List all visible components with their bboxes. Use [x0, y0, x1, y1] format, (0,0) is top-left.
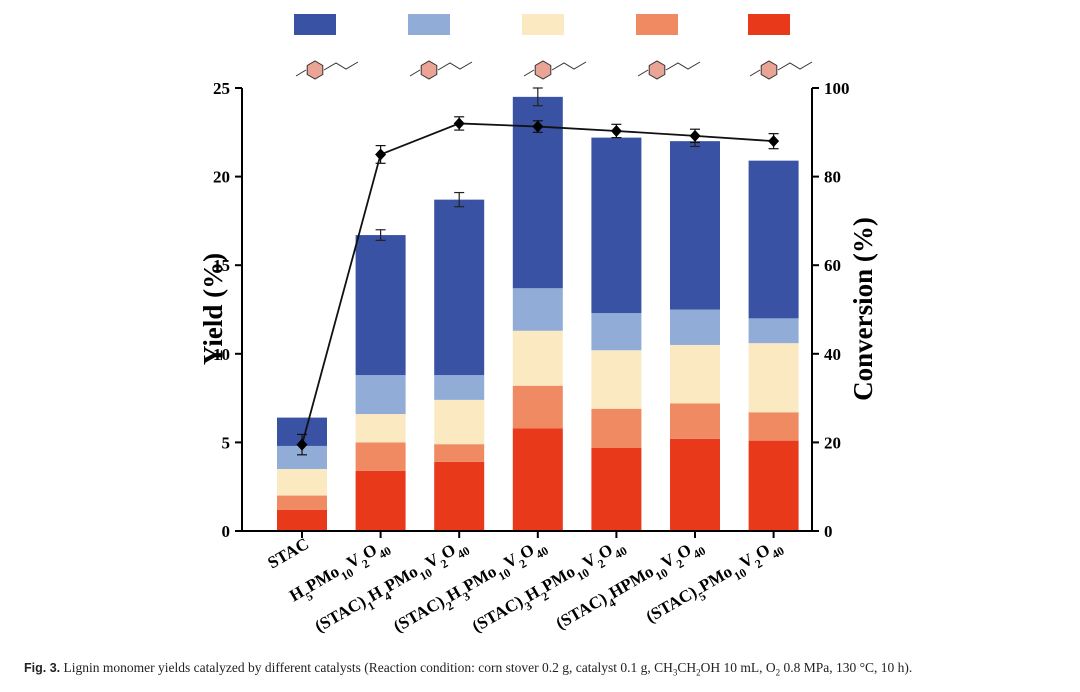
bar-segment-6-1: [670, 438, 720, 531]
bar-segment-7-4: [748, 318, 799, 344]
bar-segment-3-2: [434, 444, 485, 462]
structure-ring-icon: [648, 60, 666, 80]
bar-segment-6-3: [670, 344, 720, 404]
x-tick-label-5: (STAC)3H2PMo10V2O40: [469, 534, 630, 641]
structure-ring-icon: [306, 60, 324, 80]
structure-chain-icon: [437, 61, 473, 71]
bar-segment-7-1: [748, 440, 799, 531]
bar-segment-6-2: [670, 403, 720, 439]
bar-segment-4-4: [512, 288, 563, 331]
structure-chain-icon: [409, 69, 421, 77]
structure-chain-icon: [665, 61, 701, 71]
bar-segment-5-5: [591, 137, 642, 314]
bar-segment-1-4: [277, 445, 327, 469]
bar-segment-4-2: [512, 385, 563, 429]
y2-axis-title: Conversion (%): [848, 217, 878, 401]
structure-chain-icon: [637, 69, 649, 77]
structure-ring-icon: [760, 60, 778, 80]
caption-fig-label: Fig. 3.: [24, 661, 61, 675]
y2-tick-label: 100: [824, 79, 850, 98]
conversion-point-5: [610, 124, 622, 137]
y-tick-label: 25: [213, 79, 230, 98]
bar-segment-4-1: [512, 428, 563, 531]
conversion-point-3: [453, 117, 465, 130]
bar-segment-1-2: [277, 495, 327, 510]
legend-swatch-5: [748, 14, 790, 35]
bar-segment-1-1: [277, 509, 327, 531]
structure-chain-icon: [551, 61, 587, 71]
conversion-point-4: [532, 120, 544, 133]
caption-text: Lignin monomer yields catalyzed by diffe…: [60, 660, 913, 678]
structure-chain-icon: [777, 61, 813, 71]
legend-swatch-4: [636, 14, 678, 35]
bar-segment-3-3: [434, 399, 485, 445]
y2-tick-label: 60: [824, 256, 841, 275]
bar-segment-5-4: [591, 313, 642, 351]
bar-segment-7-5: [748, 160, 799, 319]
structure-chain-icon: [295, 69, 307, 77]
axes-frame: [241, 88, 813, 532]
x-tick-label-1: STAC: [264, 534, 312, 573]
bar-segment-7-3: [748, 343, 799, 413]
bar-segment-2-3: [355, 414, 406, 443]
bar-segment-2-5: [355, 235, 406, 376]
structure-chain-icon: [323, 61, 359, 71]
bar-segment-5-1: [591, 447, 642, 531]
x-tick-label-7: (STAC)5PMo10V2O40: [643, 534, 787, 632]
bar-segment-7-2: [748, 412, 799, 441]
bar-segment-6-4: [670, 309, 720, 345]
y2-tick-label: 40: [824, 345, 841, 364]
conversion-point-7: [768, 135, 780, 148]
bar-segment-3-4: [434, 375, 485, 400]
y-axis-title: Yield (%): [198, 253, 228, 365]
y-tick-label: 15: [213, 256, 230, 275]
y-tick-label: 5: [222, 433, 231, 452]
y-tick-label: 10: [213, 345, 230, 364]
y-tick-label: 20: [213, 168, 230, 187]
y2-tick-label: 80: [824, 168, 841, 187]
bar-segment-2-1: [355, 470, 406, 531]
bar-segment-2-2: [355, 442, 406, 471]
conversion-point-6: [689, 129, 701, 142]
conversion-point-1: [296, 438, 308, 451]
bar-segment-4-3: [512, 330, 563, 386]
bar-segment-3-5: [434, 199, 485, 376]
legend-swatch-1: [294, 14, 336, 35]
bar-segment-1-3: [277, 468, 327, 496]
structure-ring-icon: [420, 60, 438, 80]
chart: 0 5 10 15 20 25 0 20 40 60 80 100 Yield (%) Conversio…: [198, 14, 878, 641]
structure-chain-icon: [523, 69, 535, 77]
conversion-point-2: [375, 148, 387, 161]
legend-swatch-2: [408, 14, 450, 35]
figure-caption: Fig. 3. Lignin monomer yields catalyzed …: [24, 660, 1064, 678]
bar-segment-5-2: [591, 408, 642, 448]
bar-segment-2-4: [355, 375, 406, 415]
y2-tick-label: 0: [824, 522, 833, 541]
structure-ring-icon: [534, 60, 552, 80]
structure-chain-icon: [749, 69, 761, 77]
legend-swatch-3: [522, 14, 564, 35]
bar-segment-5-3: [591, 350, 642, 409]
y2-tick-label: 20: [824, 433, 841, 452]
bar-segment-6-5: [670, 141, 720, 310]
bar-segment-3-1: [434, 461, 485, 531]
y-tick-label: 0: [222, 522, 231, 541]
